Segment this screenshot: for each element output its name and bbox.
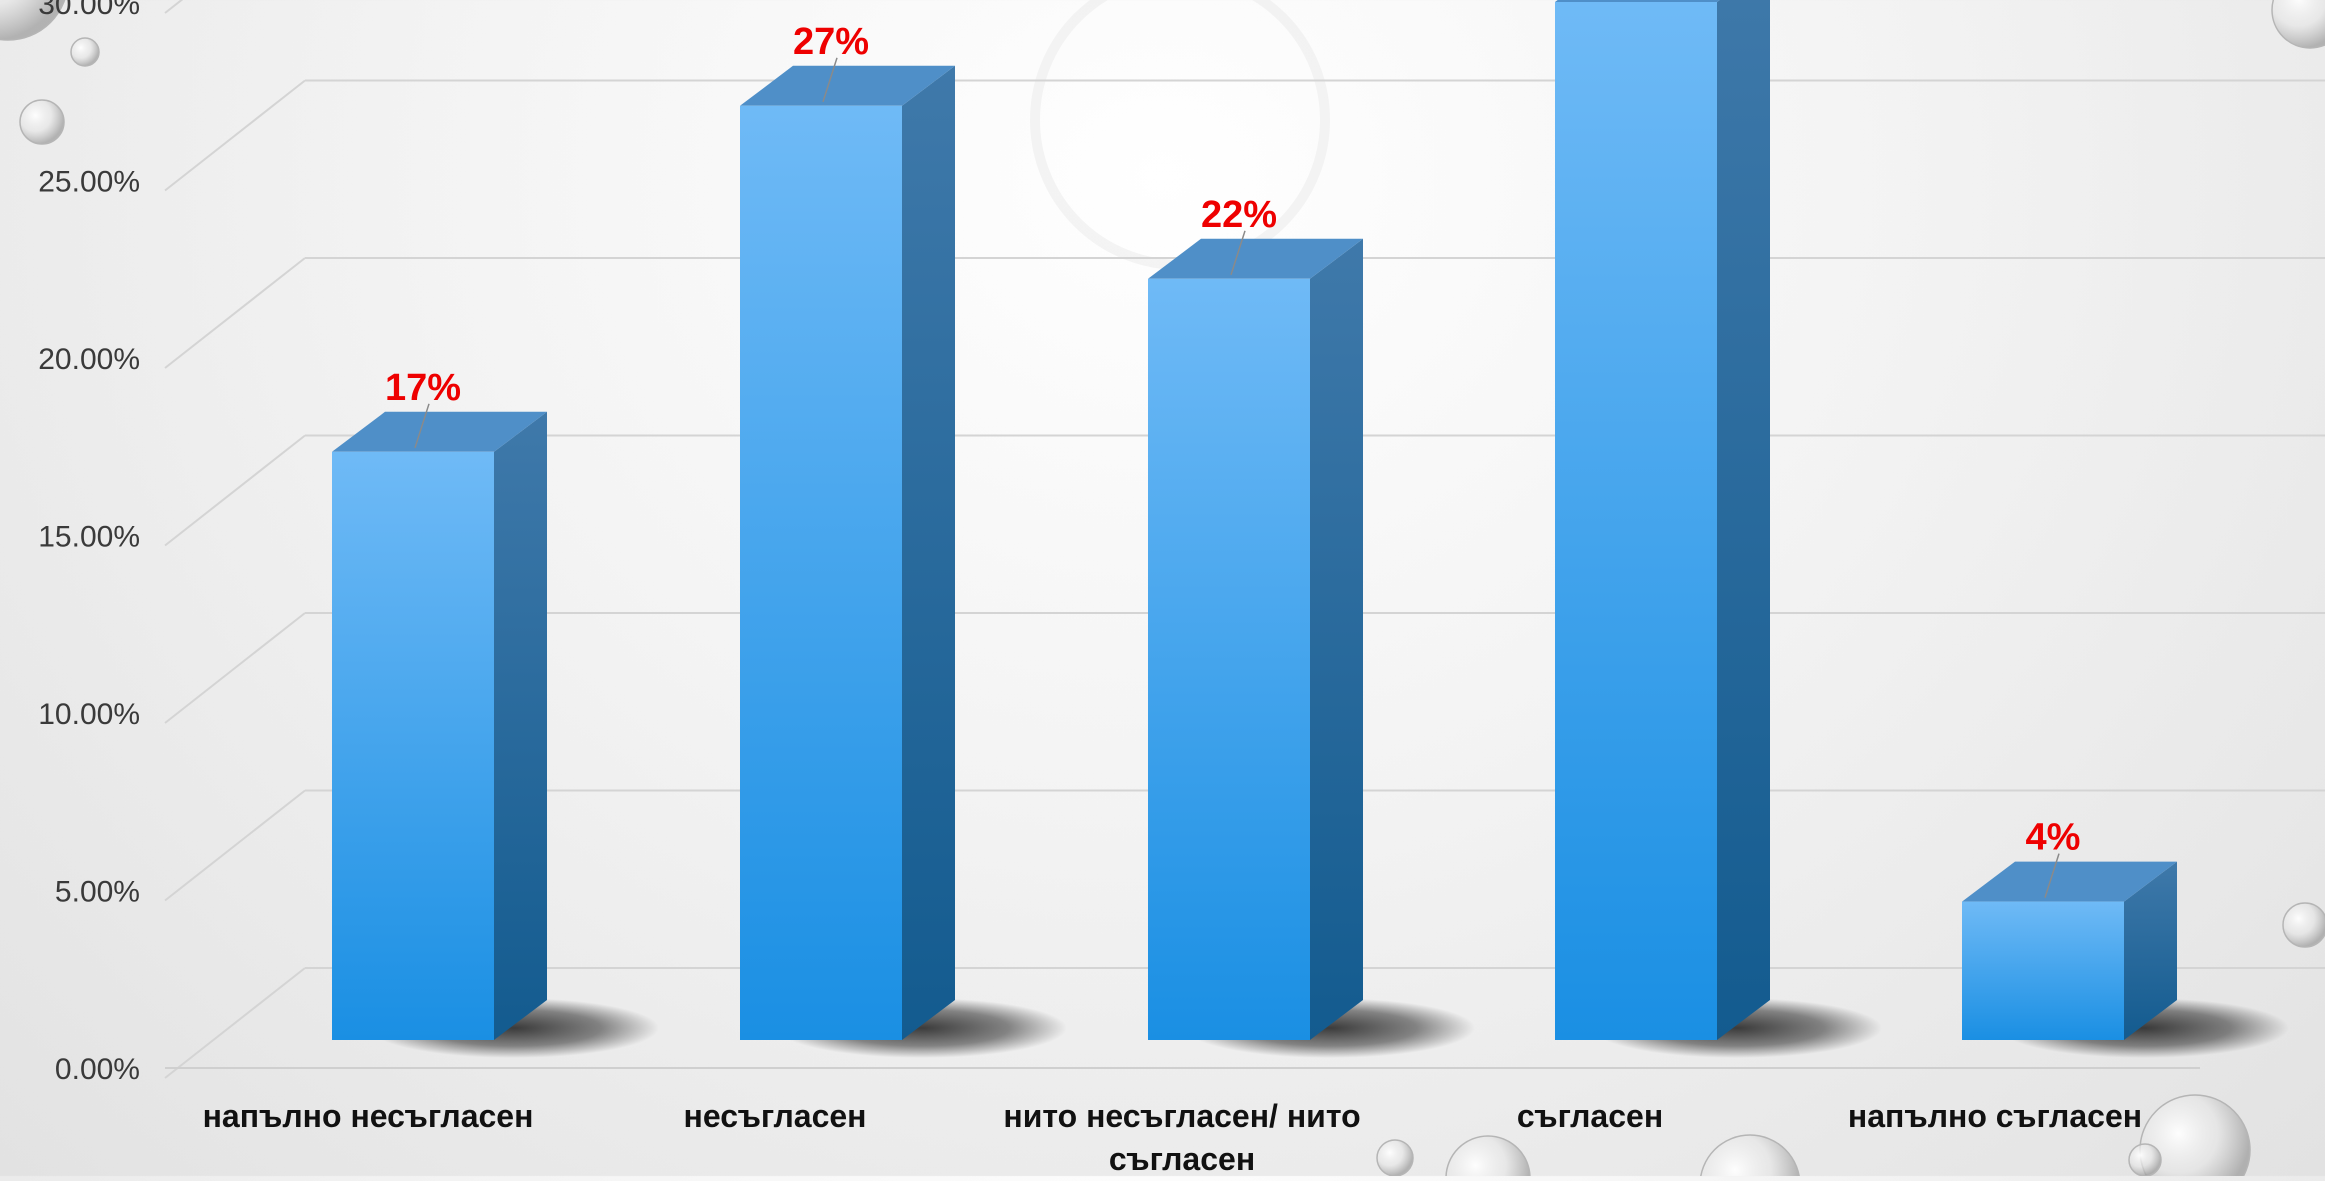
bar-front-face bbox=[740, 105, 902, 1041]
x-category-label: съгласен bbox=[1109, 1141, 1255, 1176]
y-tick-label: 0.00% bbox=[55, 1053, 140, 1086]
bar-top-face bbox=[740, 65, 955, 106]
bar-top-face bbox=[1148, 238, 1363, 279]
x-category-label: напълно съгласен bbox=[1848, 1098, 2142, 1134]
x-category-label: нито несъгласен/ нито bbox=[1003, 1098, 1360, 1134]
data-labels: 17%27%22%30%4% bbox=[385, 21, 2081, 898]
bar-side-face bbox=[1717, 0, 1770, 1040]
bar-side-face bbox=[902, 65, 955, 1041]
bar-1 bbox=[740, 65, 1067, 1058]
watermark-ring bbox=[1030, 0, 1330, 270]
data-label-leader bbox=[2044, 853, 2060, 898]
y-axis-tick-labels: 0.00% 5.00% 10.00% 15.00% 20.00% 25.00% 30.00% bbox=[38, 0, 140, 1086]
bar-3 bbox=[1555, 0, 1882, 1058]
data-label: 27% bbox=[793, 21, 869, 63]
bar-4 bbox=[1962, 861, 2289, 1058]
water-drop-7 bbox=[1699, 1134, 1801, 1181]
y-tick-label: 5.00% bbox=[55, 876, 140, 909]
x-category-label: напълно несъгласен bbox=[203, 1098, 534, 1134]
data-label: 4% bbox=[2026, 817, 2081, 859]
water-drop-9 bbox=[2128, 1143, 2162, 1177]
x-category-label: съгласен bbox=[1517, 1098, 1663, 1134]
bar-front-face bbox=[1148, 278, 1310, 1040]
bar-side-face bbox=[494, 411, 547, 1040]
data-label-leader bbox=[1230, 230, 1246, 276]
bar-front-face bbox=[1962, 901, 2124, 1040]
data-label: 22% bbox=[1201, 194, 1277, 236]
bar-front-face bbox=[332, 451, 494, 1040]
bars bbox=[332, 0, 2289, 1058]
x-category-label: несъгласен bbox=[684, 1098, 867, 1134]
grid-line-side-4 bbox=[164, 257, 306, 369]
bar-top-face bbox=[332, 411, 547, 452]
grid-line-side-6 bbox=[164, 0, 184, 14]
water-drop-5 bbox=[1376, 1139, 1414, 1177]
water-drop-2 bbox=[19, 99, 65, 145]
y-tick-label: 20.00% bbox=[38, 343, 140, 376]
bar-0 bbox=[332, 411, 659, 1058]
data-label-leader bbox=[822, 57, 838, 103]
grid-line-side-1 bbox=[164, 789, 306, 902]
water-drop-0 bbox=[0, 0, 66, 41]
grid-line-side-2 bbox=[164, 612, 306, 724]
grid-line-side-3 bbox=[164, 434, 306, 547]
water-drop-1 bbox=[70, 37, 100, 67]
water-drop-4 bbox=[2282, 902, 2325, 948]
y-tick-label: 10.00% bbox=[38, 698, 140, 731]
water-drop-3 bbox=[2271, 0, 2325, 49]
grid-line-side-0 bbox=[164, 967, 306, 1079]
bar-side-face bbox=[2124, 861, 2177, 1040]
x-axis-category-labels: напълно несъгласен несъгласен нито несъгла… bbox=[203, 1098, 2143, 1177]
bar-front-face bbox=[1555, 2, 1717, 1040]
bar-top-face bbox=[1555, 0, 1720, 2]
data-label: 17% bbox=[385, 367, 461, 409]
y-tick-label: 25.00% bbox=[38, 166, 140, 199]
bar-side-face bbox=[1310, 238, 1363, 1041]
bar-top-face bbox=[1962, 861, 2177, 902]
data-label-leader bbox=[414, 403, 430, 449]
y-tick-label: 15.00% bbox=[38, 521, 140, 554]
bar-2 bbox=[1148, 238, 1475, 1058]
water-drop-6 bbox=[1445, 1135, 1531, 1181]
y-tick-label: 30.00% bbox=[38, 0, 140, 21]
grid-line-side-5 bbox=[164, 79, 306, 192]
